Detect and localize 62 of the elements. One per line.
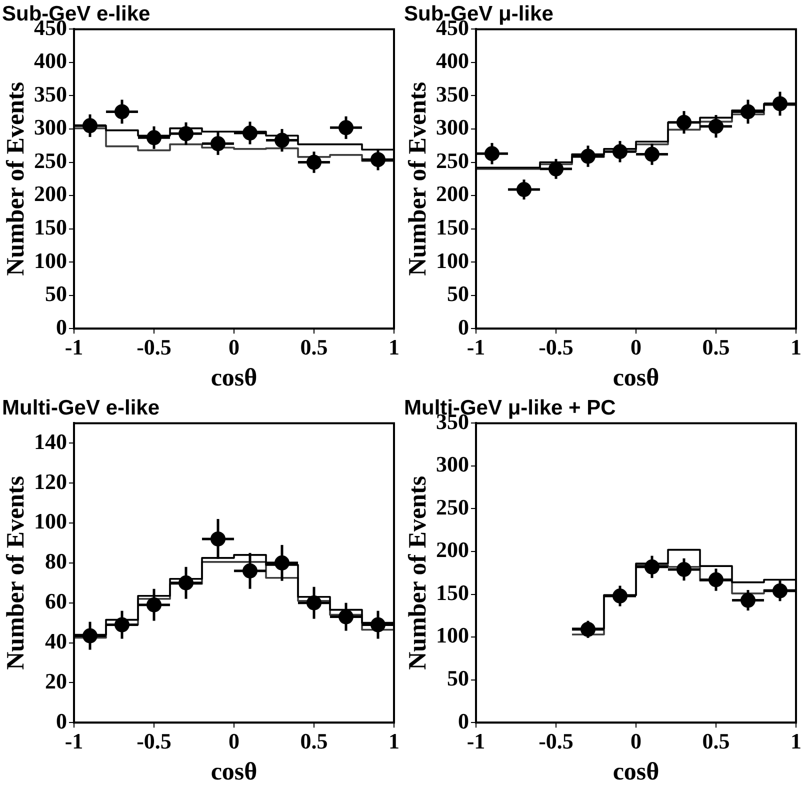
x-tick-label: 0 (630, 728, 642, 754)
y-tick-label: 100 (34, 508, 67, 534)
x-axis-title: cosθ (210, 364, 258, 392)
y-tick-label: 250 (436, 148, 469, 173)
y-axis-title: Number of Events (404, 476, 432, 670)
x-tick-label: 0.5 (300, 728, 328, 754)
chart-title: Multi-GeV e-like (2, 396, 160, 420)
x-tick-label: 0.5 (702, 334, 730, 360)
y-tick-label: 200 (436, 537, 469, 562)
x-tick-label: 0 (228, 334, 240, 360)
y-axis-title: Number of Events (2, 82, 30, 276)
y-tick-label: 300 (436, 452, 469, 477)
y-tick-label: 50 (447, 666, 469, 691)
x-tick-label: 0 (630, 334, 642, 360)
y-tick-label: 150 (436, 214, 469, 240)
y-axis-title: Number of Events (404, 82, 432, 276)
y-axis-title: Number of Events (2, 476, 30, 670)
y-tick-label: 350 (34, 81, 67, 106)
x-tick-label: -0.5 (538, 334, 574, 360)
y-tick-label: 100 (436, 248, 469, 273)
y-tick-label: 40 (45, 628, 67, 654)
x-axis-title: cosθ (210, 758, 258, 786)
x-tick-label: -0.5 (136, 728, 172, 754)
x-tick-label: 0.5 (702, 728, 730, 754)
y-tick-label: 60 (45, 588, 67, 614)
x-tick-label: -1 (466, 334, 486, 360)
y-tick-label: 350 (436, 81, 469, 106)
x-tick-label: 1 (388, 334, 400, 360)
y-tick-label: 400 (34, 48, 67, 74)
x-tick-label: -1 (64, 728, 84, 754)
y-tick-label: 80 (45, 548, 67, 574)
y-tick-label: 0 (458, 314, 469, 340)
y-tick-label: 250 (436, 494, 469, 520)
x-tick-label: -0.5 (538, 728, 574, 754)
x-tick-label: 0 (228, 728, 240, 754)
y-tick-label: 100 (436, 622, 469, 648)
y-tick-label: 200 (34, 181, 67, 206)
x-tick-label: 0.5 (300, 334, 328, 360)
x-tick-label: -1 (64, 334, 84, 360)
y-tick-label: 300 (436, 114, 469, 140)
y-tick-label: 0 (458, 708, 469, 734)
y-tick-label: 120 (34, 468, 67, 494)
y-tick-label: 0 (56, 314, 67, 340)
y-tick-label: 300 (34, 114, 67, 140)
y-tick-label: 400 (436, 48, 469, 74)
x-tick-label: -0.5 (136, 334, 172, 360)
y-tick-label: 150 (436, 580, 469, 605)
y-tick-label: 250 (34, 148, 67, 173)
x-axis-title: cosθ (612, 364, 660, 392)
x-tick-label: 1 (388, 728, 400, 754)
y-tick-label: 0 (56, 708, 67, 734)
x-axis-title: cosθ (612, 758, 660, 786)
x-tick-label: 1 (790, 728, 802, 754)
y-tick-label: 200 (436, 181, 469, 206)
y-tick-label: 50 (45, 281, 67, 306)
y-tick-label: 140 (34, 428, 67, 454)
x-tick-label: -1 (466, 728, 486, 754)
y-tick-label: 150 (34, 214, 67, 240)
y-tick-label: 100 (34, 248, 67, 273)
y-tick-label: 50 (447, 281, 469, 306)
y-tick-label: 20 (45, 668, 67, 694)
x-tick-label: 1 (790, 334, 802, 360)
